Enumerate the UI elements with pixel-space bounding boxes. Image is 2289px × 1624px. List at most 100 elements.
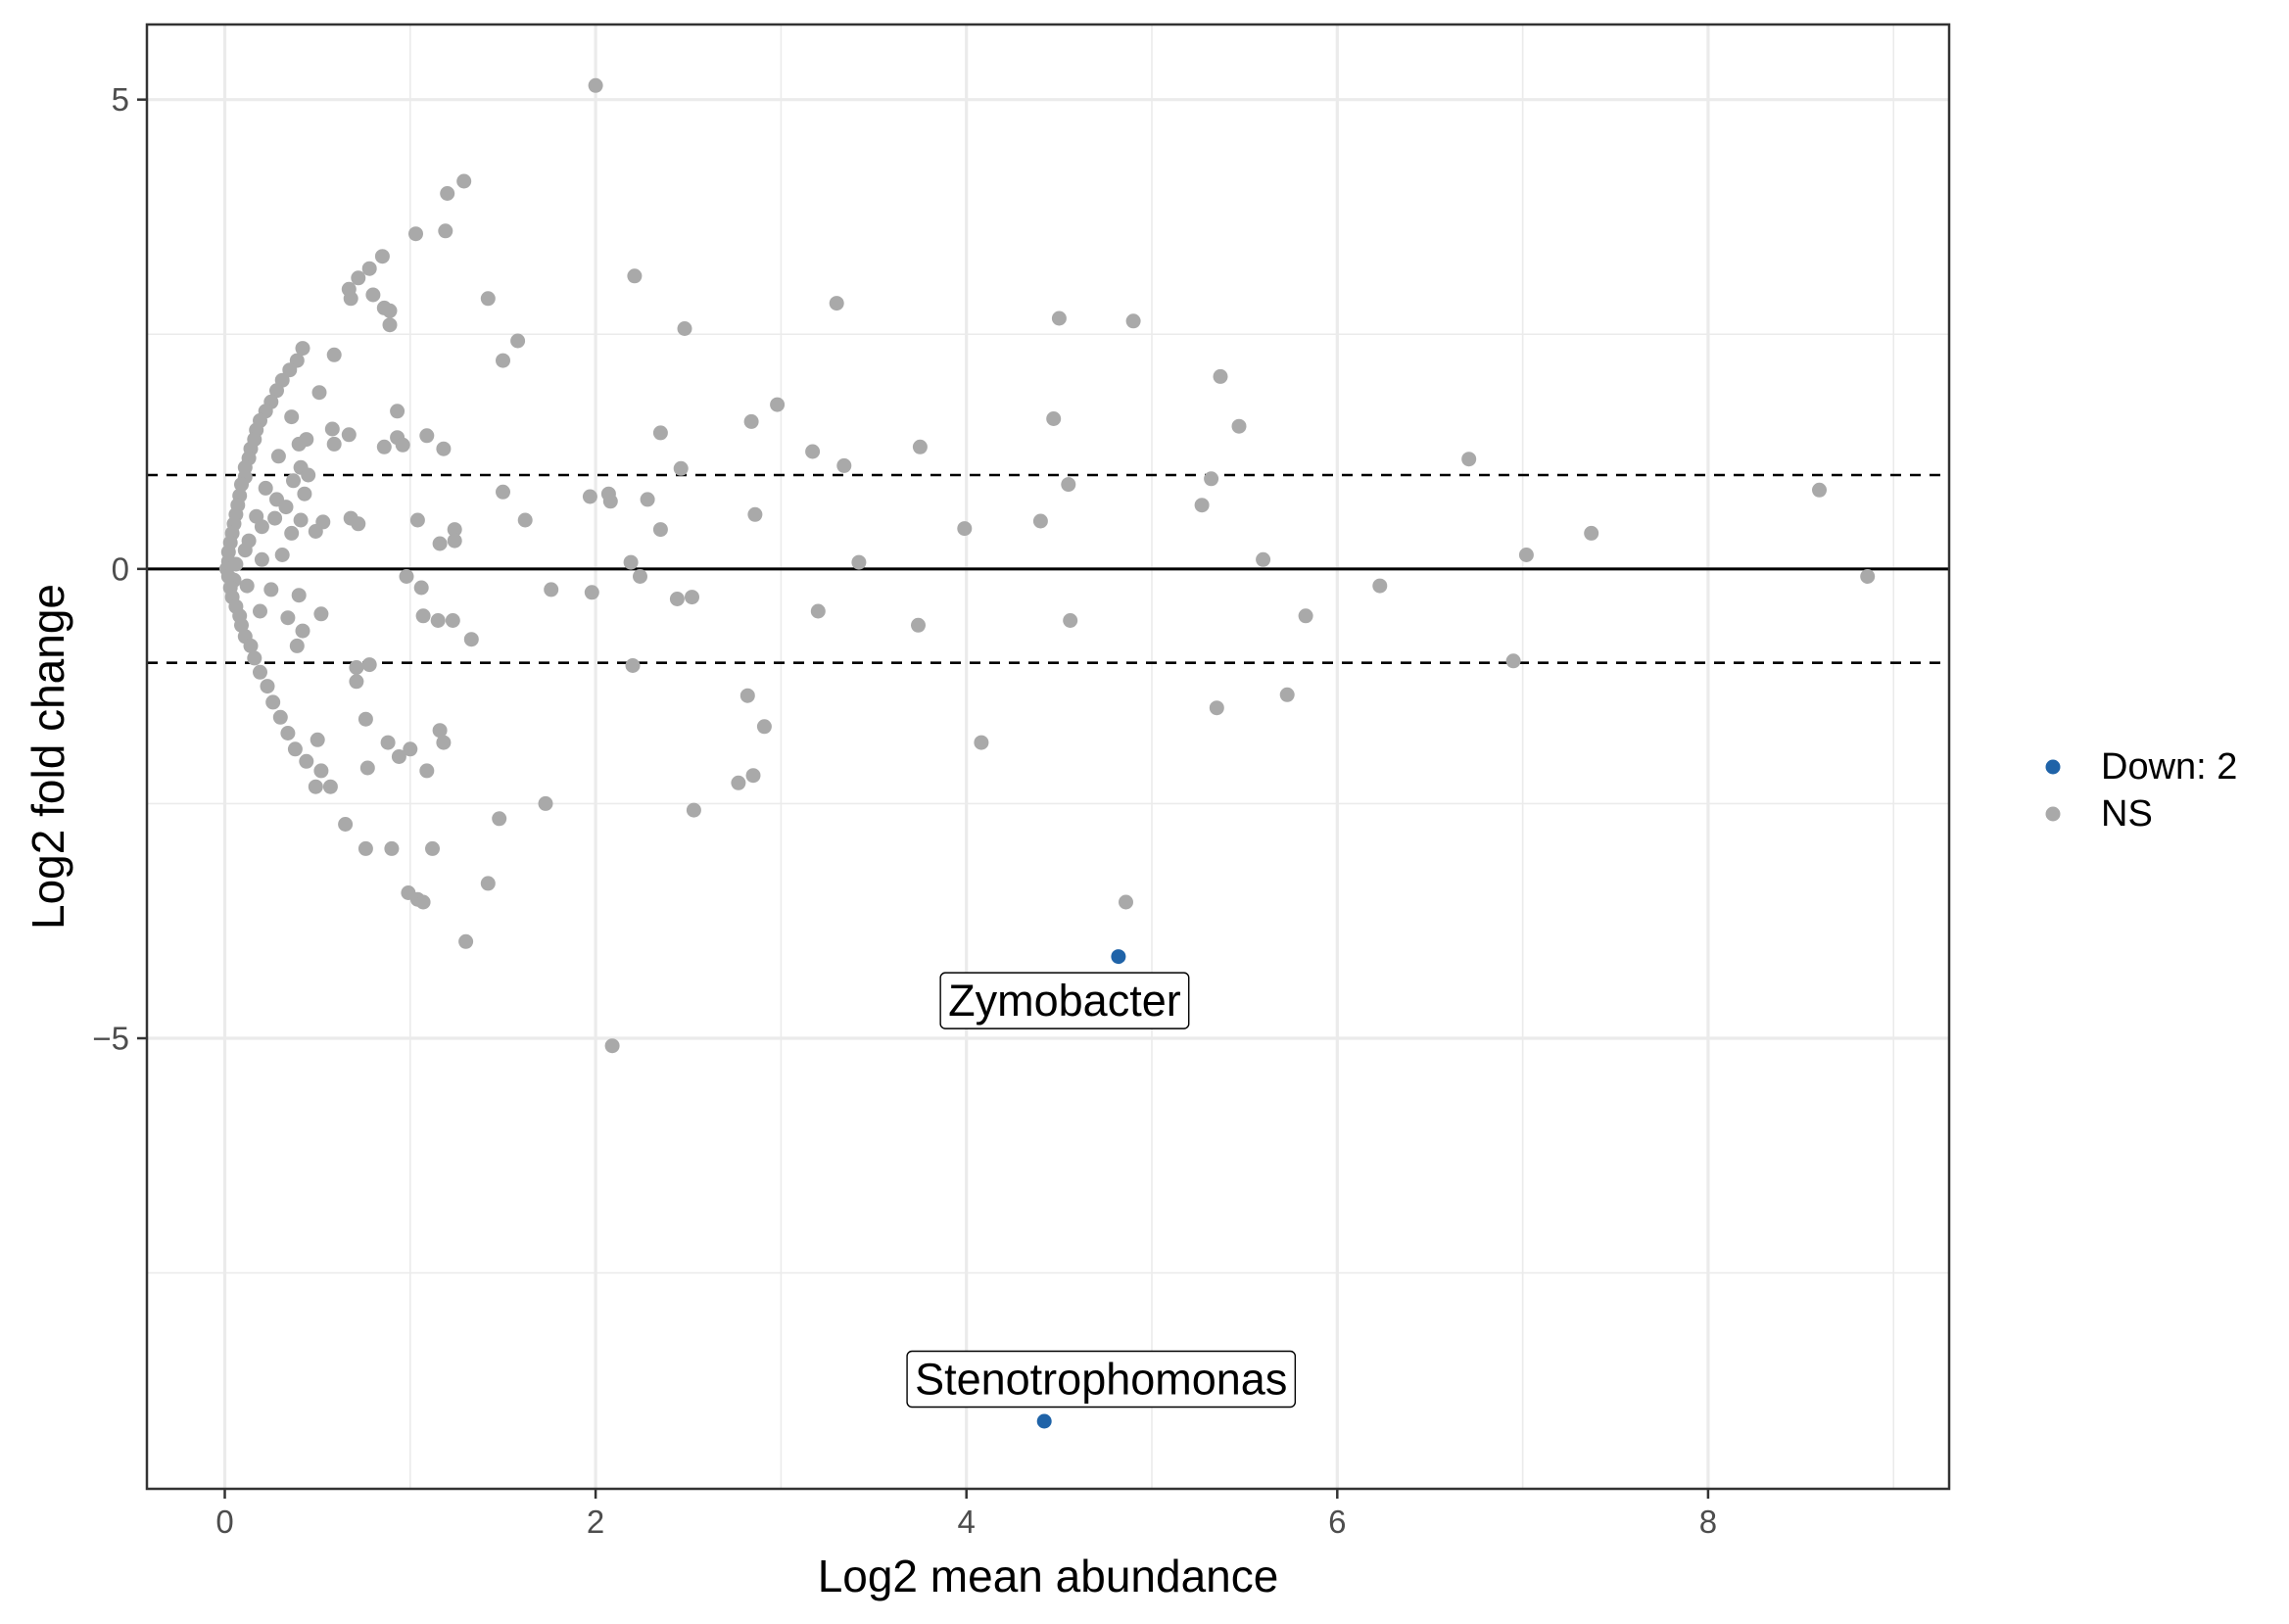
down-point <box>1036 1413 1052 1429</box>
ns-point <box>440 186 455 201</box>
ns-point <box>326 436 342 452</box>
ns-point <box>359 760 375 776</box>
ns-point <box>272 709 288 725</box>
ns-point <box>640 492 655 507</box>
ns-point <box>673 460 689 476</box>
ns-point <box>284 525 300 541</box>
ns-point <box>289 638 305 653</box>
ns-point <box>280 610 296 626</box>
ns-point <box>685 590 699 605</box>
ns-point <box>243 638 259 653</box>
ns-point <box>399 569 414 584</box>
y-tick-label: −5 <box>92 1021 129 1057</box>
ns-point <box>510 333 526 349</box>
point-label: Zymobacter <box>939 972 1190 1029</box>
ns-point <box>234 477 249 493</box>
ns-point <box>1518 548 1534 562</box>
ns-point <box>1279 687 1295 702</box>
ns-point <box>582 489 597 504</box>
ns-point <box>322 779 338 794</box>
points-layer <box>218 77 1876 1429</box>
ns-point <box>1256 551 1271 567</box>
ns-point <box>267 510 283 526</box>
ns-point <box>253 664 267 680</box>
ns-point <box>310 732 325 747</box>
ns-point <box>686 802 701 818</box>
ns-point <box>745 768 761 784</box>
ns-point <box>419 763 435 779</box>
ns-point <box>395 437 410 453</box>
x-tick-label: 0 <box>215 1504 233 1540</box>
ns-point <box>1046 411 1062 426</box>
ns-point <box>677 321 692 336</box>
ns-point <box>770 397 786 412</box>
ns-point <box>291 436 307 452</box>
ns-point <box>957 521 973 537</box>
point-label-box <box>939 972 1190 1029</box>
ns-point <box>384 840 400 856</box>
ns-point <box>851 554 867 570</box>
ns-point <box>374 249 390 264</box>
x-axis-title: Log2 mean abundance <box>818 1551 1279 1601</box>
ns-point <box>652 522 668 538</box>
x-tick-label: 8 <box>1699 1504 1717 1540</box>
ns-point <box>408 226 423 242</box>
ns-point <box>341 427 357 443</box>
ns-point <box>436 735 452 750</box>
legend-item: Down: 2 <box>2045 746 2237 788</box>
ns-point <box>602 494 618 509</box>
ns-point <box>756 719 772 735</box>
ns-point <box>237 543 253 558</box>
legend-item: NS <box>2045 793 2153 835</box>
point-label: Stenotrophomonas <box>906 1350 1297 1409</box>
ns-point <box>1125 313 1141 329</box>
ns-point <box>1860 569 1876 584</box>
x-tick-label: 4 <box>958 1504 976 1540</box>
annotations-layer: Zymobacter Stenotrophomonas <box>906 972 1297 1409</box>
ns-point <box>1372 578 1388 594</box>
ns-point <box>338 817 354 832</box>
ns-point <box>253 603 267 619</box>
ns-point <box>912 439 928 454</box>
ns-point <box>805 444 821 459</box>
ns-point <box>308 779 323 794</box>
ns-point <box>496 484 510 500</box>
ns-point <box>239 578 255 594</box>
ns-point <box>265 694 281 710</box>
ns-point <box>447 522 462 538</box>
point-label-text: Stenotrophomonas <box>915 1355 1287 1405</box>
ns-point <box>308 524 323 539</box>
ns-point <box>228 556 244 572</box>
ns-point <box>295 341 310 357</box>
ns-point <box>247 650 262 666</box>
ns-point <box>313 763 329 779</box>
ns-point <box>432 536 448 551</box>
legend-label: NS <box>2101 793 2153 835</box>
ns-point <box>254 551 269 567</box>
ns-point <box>810 603 826 619</box>
ns-point <box>299 753 314 769</box>
ns-point <box>584 585 599 600</box>
ns-point <box>627 268 643 284</box>
y-tick-label: 0 <box>112 550 129 587</box>
point-label-text: Zymobacter <box>948 976 1181 1026</box>
ns-point <box>287 741 303 757</box>
ns-point <box>301 467 316 483</box>
ns-point <box>829 296 844 311</box>
ns-point <box>438 223 453 239</box>
ns-point <box>496 353 510 368</box>
ns-point <box>1461 452 1477 467</box>
ns-point <box>351 516 366 532</box>
legend-key <box>2045 759 2061 775</box>
ns-point <box>263 582 279 597</box>
ns-point <box>974 735 989 750</box>
ns-point <box>286 473 301 489</box>
reference-lines <box>147 473 1949 664</box>
ns-point <box>1119 894 1133 910</box>
x-tick-label: 2 <box>587 1504 604 1540</box>
ns-point <box>1209 700 1224 716</box>
ns-point <box>911 617 926 633</box>
ns-point <box>326 347 342 362</box>
